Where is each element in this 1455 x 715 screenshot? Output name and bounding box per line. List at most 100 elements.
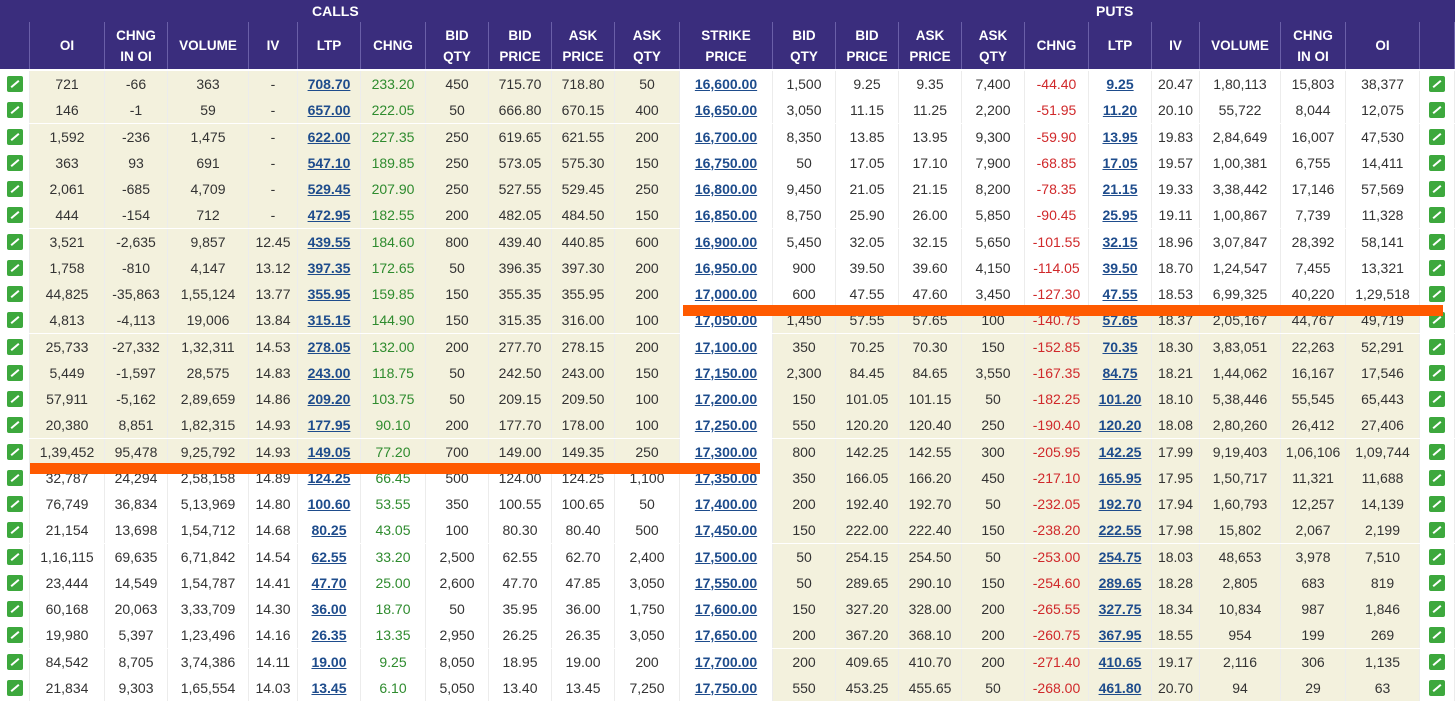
calls-ltp-cell[interactable]: 243.00 [298,359,361,386]
puts-ltp-cell[interactable]: 165.95 [1089,464,1152,491]
puts-ltp-cell[interactable]: 25.95 [1089,202,1152,229]
puts-ltp-link[interactable]: 84.75 [1102,364,1138,381]
chart-link-calls[interactable] [0,543,30,570]
calls-ltp-cell[interactable]: 315.15 [298,307,361,334]
puts-ltp-link[interactable]: 410.65 [1098,653,1142,670]
strike-price-link[interactable]: 17,500.00 [694,548,758,565]
chart-link-calls[interactable] [0,97,30,124]
chart-link-calls[interactable] [0,674,30,701]
puts-ltp-cell[interactable]: 254.75 [1089,543,1152,570]
header-calls-oi[interactable]: OI [30,22,105,69]
calls-ltp-link[interactable]: 209.20 [307,391,351,407]
puts-ltp-link[interactable]: 254.75 [1098,548,1142,565]
chart-link-calls[interactable] [0,569,30,596]
calls-ltp-link[interactable]: 100.60 [307,496,351,512]
puts-ltp-cell[interactable]: 222.55 [1089,517,1152,544]
chart-link-calls[interactable] [0,386,30,412]
header-calls-ask-qty[interactable]: ASK QTY [615,22,680,69]
calls-ltp-link[interactable]: 622.00 [307,128,351,145]
calls-ltp-link[interactable]: 243.00 [307,364,351,381]
header-calls-bid-qty[interactable]: BID QTY [426,22,489,69]
puts-ltp-link[interactable]: 70.35 [1102,338,1138,355]
puts-ltp-cell[interactable]: 101.20 [1089,386,1152,412]
chart-link-puts[interactable] [1420,438,1455,465]
chart-link-puts[interactable] [1420,228,1455,255]
chart-link-calls[interactable] [0,202,30,229]
puts-ltp-link[interactable]: 39.50 [1102,259,1138,276]
strike-price-cell[interactable]: 17,150.00 [680,359,773,386]
strike-price-link[interactable]: 17,650.00 [694,627,758,644]
calls-ltp-cell[interactable]: 547.10 [298,149,361,176]
puts-ltp-link[interactable]: 57.65 [1102,312,1138,329]
chart-link-calls[interactable] [0,517,30,544]
strike-price-cell[interactable]: 17,650.00 [680,622,773,649]
calls-ltp-cell[interactable]: 439.55 [298,228,361,255]
calls-ltp-link[interactable]: 708.70 [307,76,351,92]
calls-ltp-cell[interactable]: 19.00 [298,648,361,675]
puts-ltp-cell[interactable]: 70.35 [1089,333,1152,360]
strike-price-cell[interactable]: 16,700.00 [680,123,773,150]
puts-ltp-link[interactable]: 327.75 [1098,601,1142,617]
chart-link-puts[interactable] [1420,149,1455,176]
strike-price-cell[interactable]: 17,550.00 [680,569,773,596]
puts-ltp-cell[interactable]: 17.05 [1089,149,1152,176]
strike-price-link[interactable]: 16,950.00 [694,259,758,276]
puts-ltp-link[interactable]: 222.55 [1098,522,1142,539]
strike-price-link[interactable]: 17,200.00 [694,391,758,407]
strike-price-link[interactable]: 17,300.00 [694,443,758,460]
chart-link-puts[interactable] [1420,281,1455,307]
puts-ltp-cell[interactable]: 9.25 [1089,71,1152,97]
calls-ltp-link[interactable]: 13.45 [311,679,347,696]
puts-ltp-link[interactable]: 17.05 [1102,154,1138,171]
puts-ltp-link[interactable]: 165.95 [1098,469,1142,486]
calls-ltp-cell[interactable]: 13.45 [298,674,361,701]
calls-ltp-link[interactable]: 547.10 [307,154,351,171]
header-puts-chng-in-oi[interactable]: CHNG IN OI [1281,22,1346,69]
puts-ltp-link[interactable]: 47.55 [1102,286,1138,302]
puts-ltp-cell[interactable]: 13.95 [1089,123,1152,150]
calls-ltp-link[interactable]: 62.55 [311,548,347,565]
chart-link-puts[interactable] [1420,569,1455,596]
puts-ltp-cell[interactable]: 21.15 [1089,176,1152,202]
calls-ltp-link[interactable]: 36.00 [311,601,347,617]
calls-ltp-cell[interactable]: 100.60 [298,491,361,517]
strike-price-link[interactable]: 16,900.00 [694,233,758,250]
puts-ltp-cell[interactable]: 410.65 [1089,648,1152,675]
chart-link-puts[interactable] [1420,543,1455,570]
calls-ltp-cell[interactable]: 36.00 [298,596,361,622]
chart-link-calls[interactable] [0,359,30,386]
calls-ltp-link[interactable]: 80.25 [311,522,347,539]
chart-link-calls[interactable] [0,281,30,307]
calls-ltp-link[interactable]: 397.35 [307,259,351,276]
strike-price-cell[interactable]: 17,200.00 [680,386,773,412]
puts-ltp-cell[interactable]: 11.20 [1089,97,1152,124]
strike-price-cell[interactable]: 16,800.00 [680,176,773,202]
chart-link-calls[interactable] [0,123,30,150]
chart-link-calls[interactable] [0,254,30,281]
chart-link-puts[interactable] [1420,359,1455,386]
puts-ltp-cell[interactable]: 84.75 [1089,359,1152,386]
strike-price-cell[interactable]: 17,750.00 [680,674,773,701]
strike-price-cell[interactable]: 17,050.00 [680,307,773,334]
calls-ltp-cell[interactable]: 80.25 [298,517,361,544]
puts-ltp-link[interactable]: 289.65 [1098,574,1142,591]
puts-ltp-link[interactable]: 101.20 [1098,391,1142,407]
header-calls-volume[interactable]: VOLUME [168,22,249,69]
puts-ltp-cell[interactable]: 39.50 [1089,254,1152,281]
chart-link-calls[interactable] [0,149,30,176]
puts-ltp-cell[interactable]: 142.25 [1089,438,1152,465]
strike-price-cell[interactable]: 17,450.00 [680,517,773,544]
chart-link-calls[interactable] [0,228,30,255]
header-puts-ask-price[interactable]: ASK PRICE [899,22,962,69]
chart-link-puts[interactable] [1420,622,1455,649]
strike-price-cell[interactable]: 17,400.00 [680,491,773,517]
header-calls-ask-price[interactable]: ASK PRICE [552,22,615,69]
puts-ltp-link[interactable]: 21.15 [1102,181,1138,197]
calls-ltp-link[interactable]: 278.05 [307,338,351,355]
chart-link-puts[interactable] [1420,596,1455,622]
calls-ltp-cell[interactable]: 62.55 [298,543,361,570]
header-calls-chng-in-oi[interactable]: CHNG IN OI [105,22,168,69]
header-puts-ltp[interactable]: LTP [1089,22,1152,69]
puts-ltp-cell[interactable]: 367.95 [1089,622,1152,649]
calls-ltp-link[interactable]: 26.35 [311,627,347,644]
